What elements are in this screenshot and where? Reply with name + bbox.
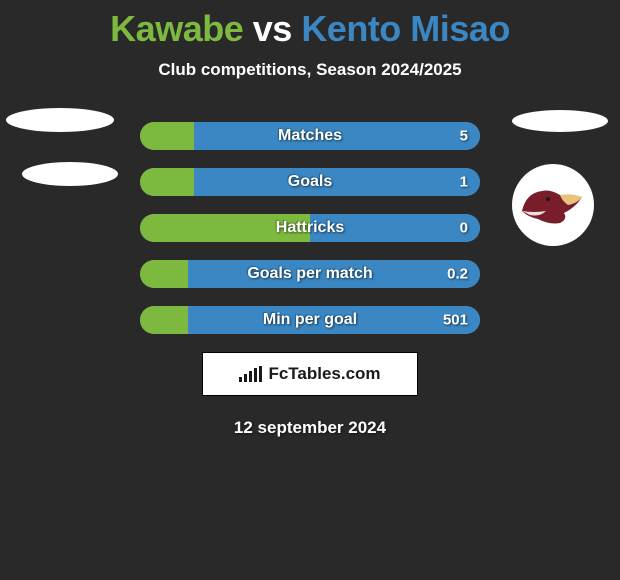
brand-text: FcTables.com — [268, 364, 380, 384]
page-title: Kawabe vs Kento Misao — [0, 0, 620, 50]
stat-value-right: 0.2 — [447, 266, 468, 283]
stat-label: Min per goal — [263, 311, 357, 329]
stat-label: Matches — [278, 127, 342, 145]
stat-label: Goals — [288, 173, 332, 191]
stat-bar-left — [140, 306, 188, 334]
title-player-right: Kento Misao — [301, 8, 510, 49]
stat-bar-left — [140, 168, 194, 196]
brand-badge[interactable]: FcTables.com — [202, 352, 418, 396]
stat-bar: Goals 1 — [140, 168, 480, 196]
stat-bar: Hattricks 0 — [140, 214, 480, 242]
stat-value-right: 501 — [443, 312, 468, 329]
stat-bar: Matches 5 — [140, 122, 480, 150]
stat-row: Goals 1 — [0, 168, 620, 196]
subtitle: Club competitions, Season 2024/2025 — [0, 60, 620, 80]
stat-bar-left — [140, 260, 188, 288]
stat-row: Matches 5 — [0, 122, 620, 150]
title-player-left: Kawabe — [110, 8, 243, 49]
stat-row: Hattricks 0 — [0, 214, 620, 242]
stat-label: Goals per match — [247, 265, 372, 283]
comparison-area: Matches 5 Goals 1 Hattricks 0 Goals per match 0… — [0, 122, 620, 334]
stat-value-right: 0 — [460, 220, 468, 237]
stat-bar-right — [194, 168, 480, 196]
stat-value-right: 5 — [460, 128, 468, 145]
footer-date: 12 september 2024 — [0, 418, 620, 438]
bars-icon — [239, 366, 262, 382]
stat-bar: Min per goal 501 — [140, 306, 480, 334]
stat-value-right: 1 — [460, 174, 468, 191]
stat-row: Goals per match 0.2 — [0, 260, 620, 288]
stat-row: Min per goal 501 — [0, 306, 620, 334]
title-vs: vs — [253, 8, 292, 49]
stat-bar-left — [140, 122, 194, 150]
stat-label: Hattricks — [276, 219, 344, 237]
stat-bar: Goals per match 0.2 — [140, 260, 480, 288]
